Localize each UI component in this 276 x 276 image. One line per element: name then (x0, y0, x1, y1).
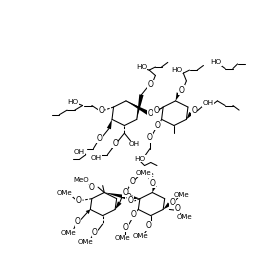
Text: OMe: OMe (174, 192, 190, 198)
Text: HO: HO (68, 99, 79, 105)
Text: O: O (155, 121, 161, 130)
Text: HO: HO (172, 67, 183, 73)
Polygon shape (107, 119, 112, 129)
Text: O: O (191, 106, 197, 115)
Text: OMe: OMe (176, 214, 192, 220)
Text: OMe: OMe (114, 235, 130, 241)
Text: O: O (112, 139, 118, 148)
Text: HO: HO (134, 156, 145, 162)
Text: OMe: OMe (133, 233, 148, 239)
Polygon shape (186, 112, 193, 119)
Polygon shape (137, 94, 144, 119)
Text: O: O (122, 188, 128, 197)
Text: O: O (76, 196, 82, 205)
Polygon shape (176, 92, 181, 101)
Text: OMe: OMe (78, 239, 94, 245)
Text: OH: OH (203, 100, 214, 106)
Text: O: O (98, 106, 104, 115)
Text: O: O (147, 133, 153, 142)
Text: O: O (148, 80, 154, 89)
Polygon shape (163, 202, 171, 209)
Text: MeO: MeO (73, 177, 89, 183)
Text: HO: HO (136, 64, 147, 70)
Text: O: O (148, 109, 154, 118)
Text: O: O (89, 183, 95, 192)
Text: OMe: OMe (61, 230, 76, 235)
Text: O: O (145, 221, 151, 230)
Text: O: O (125, 193, 131, 202)
Text: O: O (179, 86, 185, 95)
Text: O: O (128, 197, 134, 205)
Text: O: O (92, 228, 98, 237)
Polygon shape (152, 185, 157, 193)
Text: Me: Me (143, 172, 154, 178)
Text: OMe: OMe (136, 170, 152, 176)
Text: OH: OH (128, 141, 139, 147)
Polygon shape (130, 195, 140, 199)
Text: O: O (123, 223, 129, 232)
Text: O: O (129, 177, 135, 186)
Text: O: O (97, 134, 103, 143)
Polygon shape (86, 209, 90, 214)
Polygon shape (126, 101, 150, 115)
Text: OMe: OMe (57, 190, 73, 196)
Text: O: O (149, 179, 155, 188)
Text: OH: OH (74, 149, 85, 155)
Polygon shape (115, 201, 121, 209)
Text: O: O (75, 217, 81, 226)
Text: O: O (131, 210, 137, 219)
Text: HO: HO (210, 59, 221, 65)
Text: O: O (169, 198, 175, 207)
Polygon shape (152, 107, 163, 115)
Text: OH: OH (90, 155, 101, 161)
Text: O: O (174, 204, 180, 213)
Polygon shape (104, 193, 126, 199)
Text: O: O (153, 106, 159, 115)
